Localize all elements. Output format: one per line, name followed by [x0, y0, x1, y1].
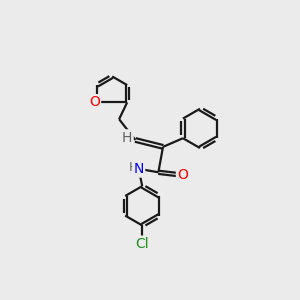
Text: N: N	[134, 162, 144, 176]
Text: H: H	[122, 130, 132, 145]
Text: O: O	[177, 168, 188, 182]
Text: H: H	[128, 161, 138, 174]
Text: Cl: Cl	[135, 237, 149, 251]
Text: O: O	[89, 95, 100, 110]
